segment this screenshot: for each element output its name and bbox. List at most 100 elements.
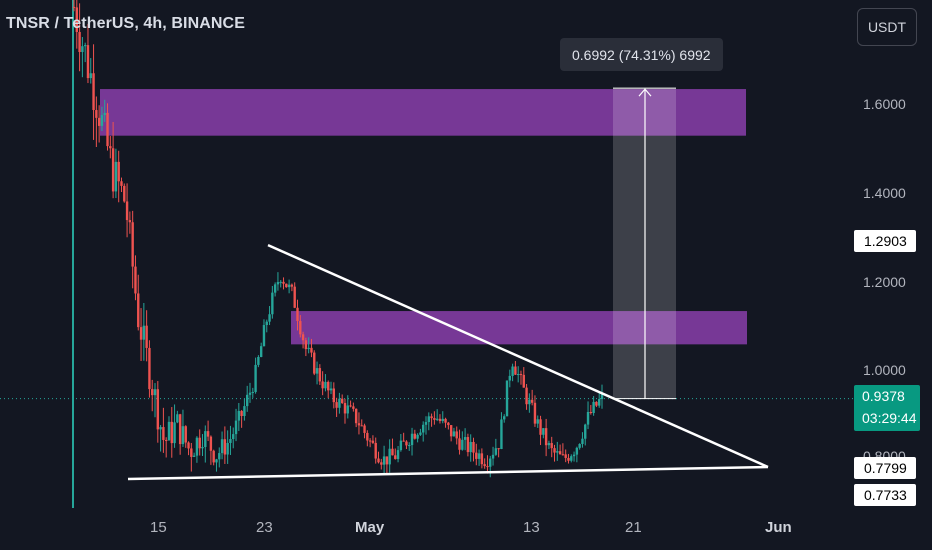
candle-body	[137, 293, 140, 328]
candle-body	[273, 284, 277, 293]
candle-body	[438, 418, 442, 422]
candle-body	[187, 442, 190, 449]
candle-body	[234, 420, 238, 435]
candle-body	[410, 433, 414, 446]
candle-body	[86, 45, 90, 79]
candle-body	[95, 110, 98, 118]
candle-body	[215, 459, 218, 463]
candle-body	[198, 437, 201, 449]
candle-body	[271, 292, 274, 315]
candle-body	[547, 443, 551, 446]
candle-body	[170, 421, 173, 444]
candle-body	[248, 392, 252, 395]
candle-body	[243, 406, 246, 416]
candle-body	[455, 431, 458, 439]
candle-body	[151, 389, 154, 396]
currency-button[interactable]: USDT	[857, 8, 917, 46]
candle-body	[461, 439, 464, 450]
candle-body	[167, 421, 171, 441]
measure-arrow-head	[638, 88, 652, 97]
candle-body	[343, 403, 347, 414]
candle-body	[516, 374, 520, 376]
candle-body	[293, 286, 296, 308]
candle-body	[528, 399, 531, 405]
candle-body	[254, 364, 257, 392]
price-tick: 1.0000	[863, 362, 906, 378]
candle-body	[276, 282, 280, 285]
current-price: 0.9378	[862, 388, 905, 404]
candle-body	[156, 389, 160, 430]
candle-body	[321, 381, 324, 389]
candle-body	[145, 325, 148, 348]
candle-body	[374, 442, 377, 459]
candle-body	[363, 425, 366, 433]
candle-body	[218, 453, 221, 460]
candle-body	[220, 439, 224, 454]
candle-body	[240, 410, 243, 416]
candle-body	[223, 439, 227, 455]
current-price-label: 0.9378 03:29:44	[854, 385, 920, 431]
candle-body	[500, 419, 503, 450]
candle-body	[83, 45, 87, 47]
candle-body	[307, 347, 310, 350]
candle-body	[533, 402, 537, 424]
candle-body	[567, 457, 570, 461]
candle-body	[595, 401, 598, 406]
candle-body	[164, 439, 168, 441]
measure-tooltip: 0.6992 (74.31%) 6992	[560, 38, 723, 71]
candle-body	[352, 406, 355, 409]
price-label-support-low: 0.7733	[854, 484, 916, 506]
time-tick: Jun	[765, 519, 792, 536]
candle-body	[494, 448, 498, 455]
resistance-zone	[291, 311, 747, 345]
candle-body	[600, 392, 604, 400]
candle-body	[458, 438, 461, 450]
descending-trendline	[267, 243, 769, 469]
candle-body	[486, 466, 489, 468]
candle-body	[441, 418, 444, 422]
candle-body	[357, 423, 361, 426]
candle-body	[159, 427, 162, 430]
time-tick: 21	[625, 519, 642, 536]
candle-body	[184, 426, 187, 443]
candle-body	[427, 416, 430, 423]
candle-body	[354, 408, 358, 424]
candle-body	[558, 451, 562, 455]
candle-body	[287, 284, 291, 288]
candle-body	[519, 374, 523, 376]
candle-body	[572, 454, 576, 457]
candle-body	[503, 416, 506, 420]
candle-body	[424, 422, 428, 425]
candle-body	[246, 394, 249, 407]
candle-body	[120, 181, 123, 186]
candle-body	[315, 368, 319, 374]
candle-body	[212, 450, 215, 463]
candle-body	[75, 7, 78, 32]
candle-body	[251, 391, 254, 393]
candle-body	[377, 458, 380, 463]
chart-title: TNSR / TetherUS, 4h, BINANCE	[6, 15, 245, 32]
candle-body	[237, 410, 241, 421]
candle-body	[226, 442, 229, 455]
candle-body	[296, 307, 299, 322]
candle-body	[542, 428, 545, 435]
candle-body	[416, 434, 419, 439]
candle-body	[92, 73, 95, 111]
time-tick: 23	[256, 519, 273, 536]
candle-body	[553, 448, 556, 453]
time-tick: 13	[523, 519, 540, 536]
candle-body	[206, 431, 210, 437]
candle-body	[78, 31, 81, 53]
candle-body	[366, 432, 369, 441]
price-tick: 1.2000	[863, 274, 906, 290]
price-tick: 1.4000	[863, 185, 906, 201]
price-tick: 1.6000	[863, 96, 906, 112]
time-tick: May	[355, 519, 385, 536]
candle-body	[340, 398, 344, 404]
support-trendline	[127, 465, 769, 481]
candle-body	[385, 456, 389, 465]
candle-body	[279, 281, 282, 283]
candle-body	[408, 445, 411, 447]
